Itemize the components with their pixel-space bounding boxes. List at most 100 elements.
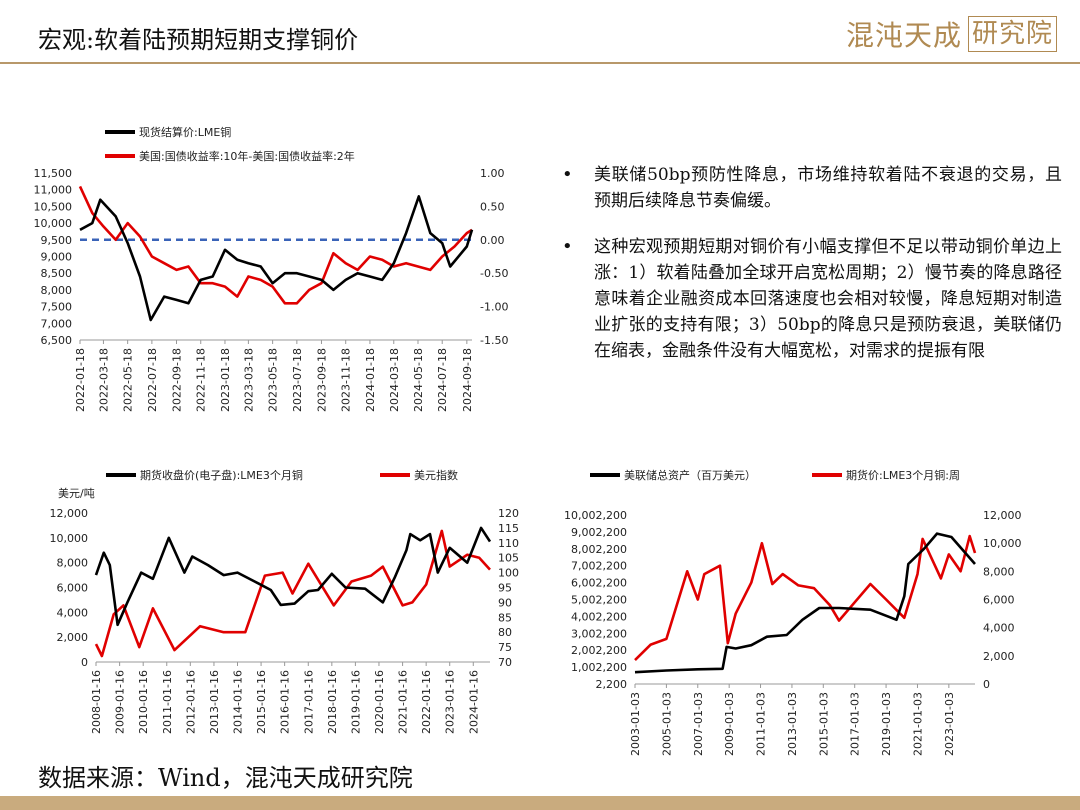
y-left-tick-label: 8,000 (41, 284, 73, 297)
y-right-tick-label: 75 (498, 641, 512, 654)
x-tick-label: 2014-01-16 (232, 670, 245, 734)
y-right-tick-label: -1.00 (480, 301, 508, 314)
x-tick-label: 2024-05-18 (412, 348, 425, 412)
series-line-red (634, 534, 977, 662)
y-right-tick-label: 95 (498, 582, 512, 595)
y-left-tick-label: 2,000 (57, 631, 89, 644)
y-left-tick-label: 7,002,200 (571, 560, 627, 573)
bullet-marker: • (562, 164, 573, 185)
y-left-tick-label: 6,000 (57, 582, 89, 595)
legend-label: 期货收盘价(电子盘):LME3个月铜 (140, 468, 303, 482)
logo-text: 混沌天成 (846, 19, 963, 52)
series-line-black (94, 526, 492, 627)
x-tick-label: 2019-01-03 (880, 692, 893, 756)
legend-label: 美元指数 (414, 468, 458, 482)
series-line-black (79, 195, 474, 322)
x-tick-label: 2024-03-18 (388, 348, 401, 412)
y-right-tick-label: 1.00 (480, 167, 505, 180)
x-tick-label: 2003-01-03 (629, 692, 642, 756)
bullet-item: • 这种宏观预期短期对铜价有小幅支撑但不足以带动铜价单边上涨：1）软着陆叠加全球… (562, 234, 1062, 364)
y-right-tick-label: 10,000 (983, 537, 1022, 550)
x-tick-label: 2023-11-18 (340, 348, 353, 412)
y-left-tick-label: 8,000 (57, 557, 89, 570)
copper-vs-yield-spread-chart: 6,500 7,000 7,500 8,000 8,500 9,000 9,500 10,00… (34, 125, 509, 412)
x-tick-label: 2017-01-16 (302, 670, 315, 734)
bullet-text: 美联储50bp预防性降息，市场维持软着陆不衰退的交易，且预期后续降息节奏偏缓。 (594, 165, 1062, 211)
y-left-tick-label: 9,000 (41, 251, 73, 264)
x-tick-label: 2008-01-16 (90, 670, 103, 734)
y-left-tick-label: 7,500 (41, 301, 73, 314)
x-tick-label: 2020-01-16 (373, 670, 386, 734)
y-left-tick-label: 2,002,200 (571, 644, 627, 657)
x-tick-label: 2024-09-18 (461, 348, 474, 412)
x-tick-label: 2022-01-16 (420, 670, 433, 734)
logo-box: 研究院 (968, 16, 1058, 52)
x-tick-label: 2018-01-16 (326, 670, 339, 734)
y-right-tick-label: 70 (498, 656, 512, 669)
y-left-tick-label: 0 (81, 656, 88, 669)
y-left-tick-label: 10,002,200 (564, 509, 627, 522)
y-right-tick-label: 0 (983, 678, 990, 691)
fed-assets-vs-copper-chart: 2,200 1,002,200 2,002,200 3,002,200 4,002,20… (564, 468, 1022, 756)
x-tick-label: 2012-01-16 (184, 670, 197, 734)
x-tick-label: 2005-01-03 (660, 692, 673, 756)
x-tick-label: 2022-11-18 (195, 348, 208, 412)
x-tick-label: 2021-01-16 (397, 670, 410, 734)
data-source: 数据来源：Wind，混沌天成研究院 (38, 764, 413, 792)
x-tick-label: 2023-01-16 (444, 670, 457, 734)
legend-label: 期货价:LME3个月铜:周 (846, 468, 960, 482)
y-right-tick-label: 110 (498, 537, 519, 550)
y-left-tick-label: 4,002,200 (571, 610, 627, 623)
x-tick-label: 2013-01-16 (208, 670, 221, 734)
y-left-tick-label: 2,200 (596, 678, 628, 691)
y-left-tick-label: 8,002,200 (571, 543, 627, 556)
y-right-tick-label: 80 (498, 626, 512, 639)
y-right-tick-label: 90 (498, 596, 512, 609)
x-tick-label: 2011-01-03 (755, 692, 768, 756)
y-right-tick-label: 0.00 (480, 234, 505, 247)
footer-band (0, 796, 1080, 810)
x-tick-label: 2024-01-18 (364, 348, 377, 412)
y-right-tick-label: 2,000 (983, 650, 1015, 663)
x-tick-label: 2022-09-18 (171, 348, 184, 412)
x-tick-label: 2023-05-18 (267, 348, 280, 412)
y-right-tick-label: 100 (498, 567, 519, 580)
bullet-text: 这种宏观预期短期对铜价有小幅支撑但不足以带动铜价单边上涨：1）软着陆叠加全球开启… (594, 237, 1062, 361)
y-left-tick-label: 9,002,200 (571, 526, 627, 539)
x-tick-label: 2024-07-18 (436, 348, 449, 412)
y-axis-unit-label: 美元/吨 (58, 487, 95, 500)
x-tick-label: 2023-01-03 (943, 692, 956, 756)
y-left-tick-label: 11,500 (34, 167, 73, 180)
x-tick-label: 2022-05-18 (122, 348, 135, 412)
y-right-tick-label: -0.50 (480, 267, 508, 280)
y-left-tick-label: 6,002,200 (571, 577, 627, 590)
x-tick-label: 2019-01-16 (349, 670, 362, 734)
y-left-tick-label: 11,000 (34, 184, 73, 197)
x-tick-label: 2015-01-03 (817, 692, 830, 756)
y-left-tick-label: 1,002,200 (571, 661, 627, 674)
series-line-red (78, 185, 473, 305)
y-right-tick-label: 120 (498, 507, 519, 520)
y-right-tick-label: 4,000 (983, 622, 1015, 635)
header-divider (0, 62, 1080, 64)
y-right-tick-label: 105 (498, 552, 519, 565)
bullet-marker: • (562, 236, 573, 257)
y-left-tick-label: 5,002,200 (571, 594, 627, 607)
x-tick-label: 2022-01-18 (74, 348, 87, 412)
brand-logo: 混沌天成 研究院 (846, 14, 1058, 54)
legend-label: 美国:国债收益率:10年-美国:国债收益率:2年 (139, 149, 355, 163)
y-left-tick-label: 10,500 (34, 200, 73, 213)
y-left-tick-label: 4,000 (57, 606, 89, 619)
y-right-tick-label: 6,000 (983, 594, 1015, 607)
x-tick-label: 2024-01-16 (467, 670, 480, 734)
x-tick-label: 2023-09-18 (315, 348, 328, 412)
x-tick-label: 2011-01-16 (161, 670, 174, 734)
x-tick-label: 2007-01-03 (692, 692, 705, 756)
x-tick-label: 2015-01-16 (255, 670, 268, 734)
y-right-tick-label: -1.50 (480, 334, 508, 347)
y-left-tick-label: 9,500 (41, 234, 73, 247)
y-right-tick-label: 8,000 (983, 565, 1015, 578)
series-line-black (634, 532, 976, 674)
y-left-tick-label: 8,500 (41, 267, 73, 280)
y-right-tick-label: 85 (498, 611, 512, 624)
